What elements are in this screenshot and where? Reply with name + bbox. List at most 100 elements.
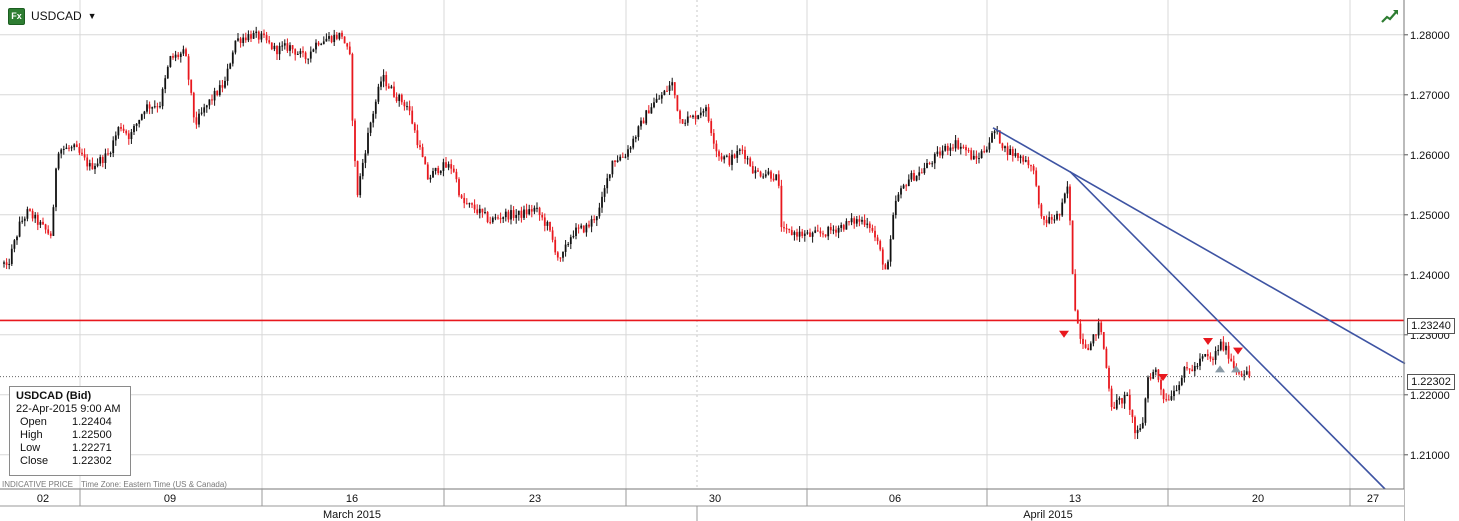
- candle-body: [416, 130, 419, 146]
- candle-body: [44, 224, 47, 230]
- candle-body: [296, 53, 299, 55]
- candle-body: [1175, 390, 1178, 392]
- candle-body: [107, 153, 109, 155]
- candle-body: [525, 209, 528, 215]
- candle-body: [447, 164, 450, 168]
- candle-body: [382, 75, 385, 82]
- candle-body: [1173, 390, 1175, 397]
- candle-body: [81, 152, 83, 155]
- candle-body: [1045, 219, 1048, 224]
- tooltip-row-open: Open 1.22404: [16, 416, 124, 429]
- candle-body: [39, 221, 42, 225]
- candle-body: [109, 153, 112, 155]
- candle-body: [892, 215, 895, 240]
- candle-body: [270, 42, 273, 50]
- candle-body: [1043, 216, 1045, 220]
- candle-body: [887, 261, 889, 270]
- candle-body: [1157, 369, 1160, 380]
- candle-body: [1186, 367, 1188, 369]
- candle-body: [393, 86, 395, 97]
- candle-body: [1193, 365, 1196, 372]
- candle-body: [237, 38, 239, 41]
- candle-body: [302, 51, 304, 53]
- trend-up-icon[interactable]: [1380, 8, 1400, 24]
- candle-body: [34, 214, 37, 219]
- candle-body: [744, 150, 746, 159]
- candle-body: [707, 107, 710, 122]
- candle-body: [853, 218, 856, 224]
- candle-body: [361, 162, 364, 177]
- candle-body: [387, 86, 390, 89]
- tooltip-row-close: Close 1.22302: [16, 455, 124, 468]
- candle-body: [988, 142, 991, 150]
- candle-body: [647, 110, 650, 114]
- candle-body: [554, 239, 557, 253]
- candle-body: [686, 116, 689, 123]
- candle-body: [395, 96, 398, 102]
- candle-body: [871, 227, 874, 231]
- candle-body: [57, 153, 60, 169]
- chart-header: Fx USDCAD ▼: [8, 7, 97, 25]
- candle-body: [530, 209, 533, 212]
- candle-body: [325, 38, 328, 42]
- candle-body: [114, 135, 117, 141]
- candle-body: [1149, 377, 1152, 379]
- candle-body: [257, 31, 260, 40]
- candle-body: [998, 130, 1001, 144]
- symbol-label[interactable]: USDCAD: [31, 9, 82, 23]
- month-label: April 2015: [1023, 509, 1073, 521]
- candle-body: [816, 230, 819, 232]
- y-tick-label: 1.26000: [1410, 150, 1450, 162]
- candle-body: [1139, 428, 1142, 430]
- candle-body: [406, 106, 408, 108]
- candle-body: [190, 79, 193, 93]
- tooltip-high-label: High: [20, 429, 43, 441]
- candle-body: [835, 229, 837, 233]
- candle-body: [1170, 396, 1173, 400]
- candle-body: [1248, 371, 1251, 377]
- candle-body: [216, 90, 219, 96]
- candle-body: [967, 150, 970, 152]
- candle-body: [796, 232, 798, 237]
- candle-body: [1199, 358, 1201, 366]
- candle-body: [151, 107, 154, 109]
- candle-body: [450, 164, 453, 169]
- candle-body: [972, 155, 975, 160]
- candle-body: [1035, 170, 1038, 186]
- candle-body: [112, 140, 115, 154]
- candle-body: [538, 207, 541, 215]
- candle-body: [762, 176, 765, 178]
- candle-body: [1113, 406, 1116, 409]
- candle-body: [601, 196, 603, 208]
- candle-body: [1019, 156, 1022, 158]
- candle-body: [1191, 369, 1194, 372]
- candle-body: [164, 78, 167, 90]
- candle-body: [606, 178, 609, 189]
- candle-body: [247, 34, 250, 41]
- candle-body: [900, 188, 902, 195]
- candle-body: [278, 45, 281, 55]
- candle-body: [801, 231, 804, 236]
- candle-body: [668, 85, 671, 91]
- candle-body: [510, 210, 512, 220]
- candle-body: [577, 227, 580, 229]
- candle-body: [725, 155, 728, 157]
- candle-body: [978, 158, 980, 160]
- candle-body: [18, 221, 21, 237]
- y-tick-label: 1.27000: [1410, 90, 1450, 102]
- candle-body: [3, 262, 5, 264]
- candle-body: [850, 218, 853, 223]
- candle-body: [614, 160, 616, 163]
- candle-body: [884, 264, 887, 270]
- candle-body: [429, 177, 432, 180]
- candle-body: [455, 171, 458, 180]
- candle-body: [502, 217, 505, 219]
- candle-body: [959, 146, 962, 149]
- caret-down-icon[interactable]: ▼: [87, 11, 97, 21]
- candle-body: [679, 110, 681, 120]
- candle-body: [780, 185, 783, 228]
- candle-body: [68, 147, 70, 149]
- candle-body: [437, 167, 440, 174]
- candle-body: [1074, 273, 1077, 311]
